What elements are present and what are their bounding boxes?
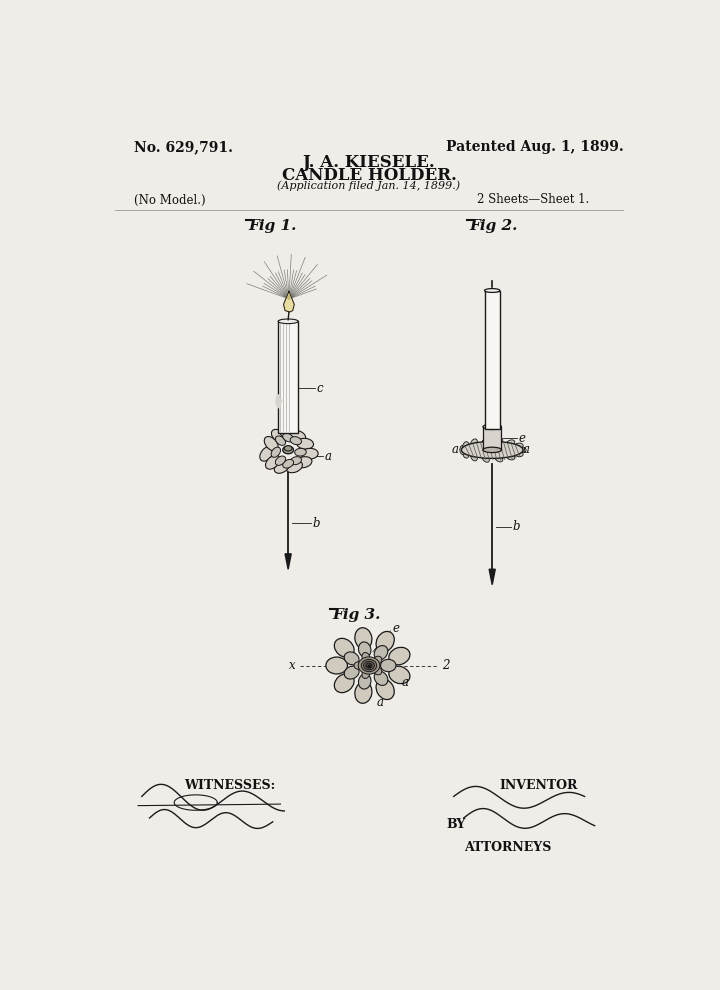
Ellipse shape	[460, 446, 466, 454]
Ellipse shape	[260, 446, 274, 461]
Text: e: e	[518, 432, 526, 445]
Ellipse shape	[334, 639, 354, 657]
Ellipse shape	[471, 439, 477, 447]
Ellipse shape	[355, 682, 372, 703]
Ellipse shape	[482, 438, 490, 446]
Ellipse shape	[354, 661, 364, 669]
Ellipse shape	[495, 454, 503, 462]
Ellipse shape	[389, 647, 410, 665]
Ellipse shape	[482, 454, 490, 462]
Ellipse shape	[463, 449, 469, 458]
Text: 2 Sheets—Sheet 1.: 2 Sheets—Sheet 1.	[477, 193, 589, 207]
Ellipse shape	[326, 657, 348, 674]
Ellipse shape	[361, 659, 377, 671]
Ellipse shape	[364, 661, 374, 670]
Text: x: x	[289, 659, 296, 672]
Ellipse shape	[359, 642, 371, 657]
Ellipse shape	[463, 442, 469, 450]
Ellipse shape	[359, 674, 371, 689]
Ellipse shape	[295, 456, 312, 467]
Ellipse shape	[280, 429, 296, 441]
Ellipse shape	[506, 453, 515, 460]
Ellipse shape	[271, 447, 281, 457]
Text: (No Model.): (No Model.)	[134, 193, 206, 207]
Ellipse shape	[344, 666, 359, 679]
Text: c: c	[317, 382, 323, 395]
Ellipse shape	[290, 437, 302, 445]
Text: 2: 2	[442, 659, 450, 672]
Ellipse shape	[297, 439, 313, 449]
Text: Fig 3.: Fig 3.	[332, 608, 380, 622]
Polygon shape	[285, 553, 291, 569]
Ellipse shape	[359, 657, 379, 674]
Text: CANDLE HOLDER.: CANDLE HOLDER.	[282, 166, 456, 183]
Text: WITNESSES:: WITNESSES:	[184, 779, 276, 792]
Text: Fig 2.: Fig 2.	[469, 219, 518, 233]
Ellipse shape	[275, 436, 286, 446]
Ellipse shape	[517, 446, 526, 453]
Ellipse shape	[376, 679, 395, 700]
Ellipse shape	[344, 652, 359, 665]
Bar	[485, 290, 500, 429]
Ellipse shape	[294, 448, 306, 456]
Ellipse shape	[271, 430, 287, 443]
Ellipse shape	[301, 448, 318, 459]
Ellipse shape	[506, 440, 515, 446]
Ellipse shape	[374, 671, 388, 685]
Text: b: b	[513, 521, 521, 534]
Ellipse shape	[495, 438, 503, 446]
Ellipse shape	[362, 652, 370, 662]
Text: b: b	[312, 517, 320, 530]
Ellipse shape	[366, 663, 372, 668]
Ellipse shape	[362, 668, 370, 678]
Ellipse shape	[275, 456, 286, 465]
Ellipse shape	[372, 656, 382, 664]
Text: INVENTOR: INVENTOR	[500, 779, 578, 792]
Text: (Application filed Jan. 14, 1899.): (Application filed Jan. 14, 1899.)	[277, 180, 461, 191]
Ellipse shape	[355, 628, 372, 649]
Ellipse shape	[483, 447, 501, 452]
Bar	[278, 322, 298, 433]
Ellipse shape	[264, 437, 278, 451]
Text: Fig 1.: Fig 1.	[248, 219, 297, 233]
Ellipse shape	[376, 632, 395, 652]
Ellipse shape	[462, 442, 523, 458]
Ellipse shape	[266, 455, 280, 469]
Text: a: a	[401, 676, 408, 689]
Ellipse shape	[274, 460, 289, 473]
Text: a: a	[377, 696, 384, 709]
Ellipse shape	[290, 456, 302, 464]
Text: a: a	[451, 444, 459, 456]
Ellipse shape	[471, 452, 477, 461]
Ellipse shape	[283, 434, 294, 442]
Ellipse shape	[283, 459, 294, 468]
Ellipse shape	[286, 461, 302, 472]
Ellipse shape	[514, 444, 523, 449]
Ellipse shape	[374, 645, 388, 660]
Ellipse shape	[483, 424, 501, 430]
Text: e: e	[392, 622, 399, 635]
Ellipse shape	[514, 450, 523, 456]
Ellipse shape	[284, 446, 292, 451]
Text: a: a	[324, 449, 331, 462]
Text: J. A. KIESELE.: J. A. KIESELE.	[302, 154, 436, 171]
Text: BY: BY	[446, 818, 465, 831]
Ellipse shape	[334, 673, 354, 693]
Ellipse shape	[278, 319, 298, 324]
Ellipse shape	[389, 666, 410, 684]
Ellipse shape	[283, 446, 294, 453]
Text: ATTORNEYS: ATTORNEYS	[464, 842, 552, 854]
Text: Patented Aug. 1, 1899.: Patented Aug. 1, 1899.	[446, 141, 624, 154]
Polygon shape	[489, 569, 495, 585]
Polygon shape	[284, 291, 294, 312]
Ellipse shape	[372, 666, 382, 675]
Ellipse shape	[381, 659, 396, 671]
Text: a: a	[523, 444, 530, 456]
Ellipse shape	[289, 431, 306, 442]
Text: No. 629,791.: No. 629,791.	[134, 141, 233, 154]
Bar	[483, 427, 501, 449]
Ellipse shape	[485, 289, 500, 292]
